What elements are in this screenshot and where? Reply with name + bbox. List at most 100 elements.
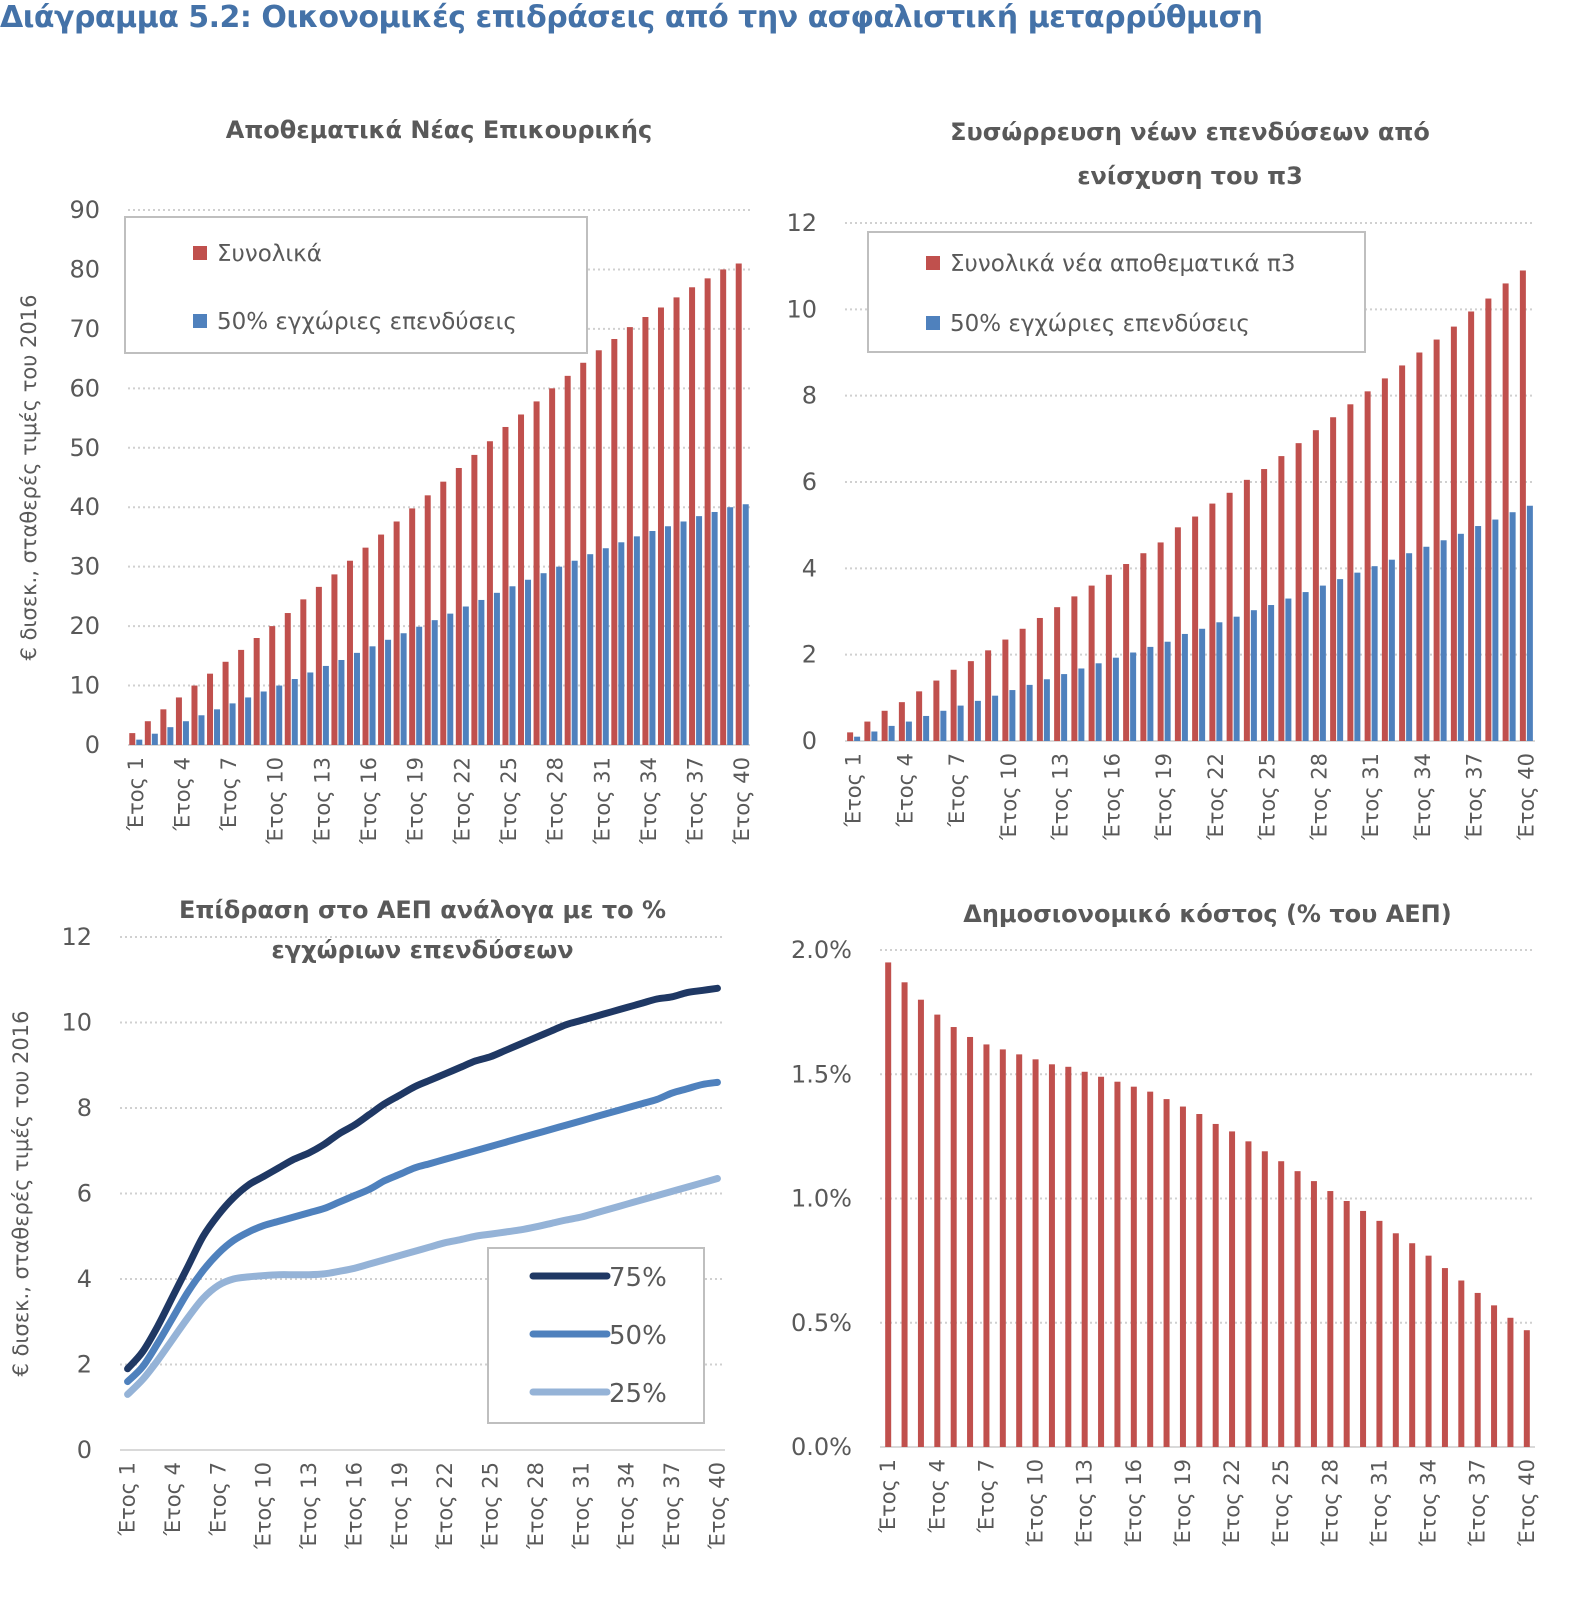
- legend-label: 50% εγχώριες επενδύσεις: [217, 309, 517, 335]
- bar-series-2: [385, 639, 392, 745]
- x-tick-label: Έτος 7: [974, 1459, 998, 1534]
- bar-series-2: [291, 679, 298, 745]
- bar-series-2: [923, 715, 930, 741]
- legend-swatch: [926, 316, 940, 330]
- bar-series-2: [1319, 585, 1326, 741]
- bar-series-1: [1278, 1161, 1285, 1447]
- bar-series-1: [1364, 391, 1371, 741]
- x-tick-label: Έτος 34: [1411, 753, 1435, 841]
- bar-series-1: [238, 649, 245, 745]
- bar-series-2: [416, 626, 423, 745]
- bar-series-1: [1450, 326, 1457, 741]
- y-tick-label: 1.5%: [791, 1060, 852, 1088]
- bar-series-1: [642, 317, 649, 745]
- bar-series-1: [284, 613, 291, 745]
- y-tick-label: 80: [69, 255, 100, 283]
- bar-series-1: [1392, 1233, 1399, 1447]
- x-tick-label: Έτος 40: [1515, 1459, 1539, 1547]
- bar-series-2: [151, 733, 158, 745]
- legend-box: [867, 231, 1366, 353]
- bar-series-1: [1519, 270, 1526, 741]
- bar-series-1: [1310, 1181, 1317, 1447]
- bar-series-2: [198, 715, 205, 745]
- x-tick-label: Έτος 10: [997, 753, 1021, 841]
- x-tick-label: Έτος 13: [1049, 753, 1073, 841]
- bar-series-1: [424, 495, 431, 745]
- bar-series-1: [1261, 469, 1268, 741]
- x-tick-label: Έτος 37: [684, 757, 708, 845]
- bar-series-1: [864, 721, 871, 741]
- bar-series-2: [1371, 566, 1378, 741]
- bar-series-1: [518, 414, 525, 745]
- bar-series-2: [260, 691, 267, 745]
- bar-series-1: [1278, 456, 1285, 741]
- y-tick-label: 6: [77, 1180, 92, 1208]
- bar-series-1: [967, 1036, 974, 1447]
- line-series-75pct: [124, 984, 721, 1373]
- bar-series-1: [950, 1027, 957, 1447]
- bar-series-2: [1354, 572, 1361, 741]
- bar-series-1: [1491, 1305, 1498, 1447]
- y-tick-label: 50: [69, 434, 100, 462]
- bar-series-1: [847, 732, 854, 741]
- bar-series-1: [346, 560, 353, 745]
- bar-series-2: [633, 536, 640, 745]
- bar-series-1: [1502, 283, 1509, 741]
- bar-series-2: [556, 566, 563, 745]
- bar-series-2: [1285, 598, 1292, 741]
- bar-series-1: [916, 691, 923, 741]
- bar-series-1: [1065, 1066, 1072, 1447]
- bar-series-2: [167, 727, 174, 745]
- y-tick-label: 4: [802, 554, 817, 582]
- bar-series-1: [1295, 443, 1302, 741]
- bar-series-2: [1475, 526, 1482, 741]
- bar-series-1: [983, 1044, 990, 1447]
- x-tick-label: Έτος 7: [206, 1462, 230, 1537]
- x-tick-label: Έτος 22: [1220, 1459, 1244, 1547]
- x-tick-label: Έτος 31: [1359, 753, 1383, 841]
- bar-series-1: [1458, 1280, 1465, 1447]
- bar-series-1: [735, 263, 742, 745]
- bar-series-1: [160, 709, 167, 745]
- y-tick-label: 10: [61, 1009, 92, 1037]
- bar-series-1: [486, 441, 493, 745]
- bar-series-1: [999, 1049, 1006, 1447]
- bar-series-1: [1032, 1059, 1039, 1447]
- bar-series-2: [1095, 663, 1102, 741]
- x-tick-label: Έτος 25: [497, 757, 521, 845]
- bar-series-2: [353, 652, 360, 745]
- bar-series-1: [1174, 527, 1181, 741]
- bar-series-2: [940, 710, 947, 741]
- bar-series-1: [934, 1014, 941, 1447]
- bar-series-2: [1388, 559, 1395, 741]
- chart-title: ενίσχυση του π3: [1077, 162, 1303, 190]
- bar-series-1: [440, 481, 447, 745]
- bar-series-1: [704, 278, 711, 745]
- bar-series-1: [1474, 1292, 1481, 1447]
- bar-series-1: [471, 454, 478, 745]
- y-axis-title: € δισεκ., σταθερές τιμές του 2016: [17, 295, 41, 661]
- bar-series-2: [1457, 533, 1464, 741]
- bar-series-1: [673, 297, 680, 745]
- bar-series-2: [1526, 505, 1533, 741]
- x-tick-label: Έτος 13: [1073, 1459, 1097, 1547]
- y-tick-label: 12: [786, 209, 817, 237]
- bar-series-2: [1078, 668, 1085, 741]
- x-tick-label: Έτος 37: [1466, 1459, 1490, 1547]
- bar-series-1: [1327, 1191, 1334, 1447]
- y-tick-label: 60: [69, 374, 100, 402]
- bar-series-1: [1105, 574, 1112, 741]
- bar-series-2: [571, 560, 578, 745]
- x-tick-label: Έτος 16: [1122, 1459, 1146, 1547]
- bar-series-1: [1523, 1330, 1530, 1447]
- y-axis-title: € δισεκ., σταθερές τιμές του 2016: [9, 1011, 33, 1377]
- bar-series-1: [1147, 1091, 1154, 1447]
- bar-series-1: [1343, 1200, 1350, 1447]
- bar-series-1: [1312, 430, 1319, 741]
- y-tick-label: 0: [802, 727, 817, 755]
- y-tick-label: 2.0%: [791, 936, 852, 964]
- bar-series-1: [564, 375, 571, 745]
- y-tick-label: 90: [69, 196, 100, 224]
- y-tick-label: 0: [85, 731, 100, 759]
- bar-series-2: [957, 705, 964, 741]
